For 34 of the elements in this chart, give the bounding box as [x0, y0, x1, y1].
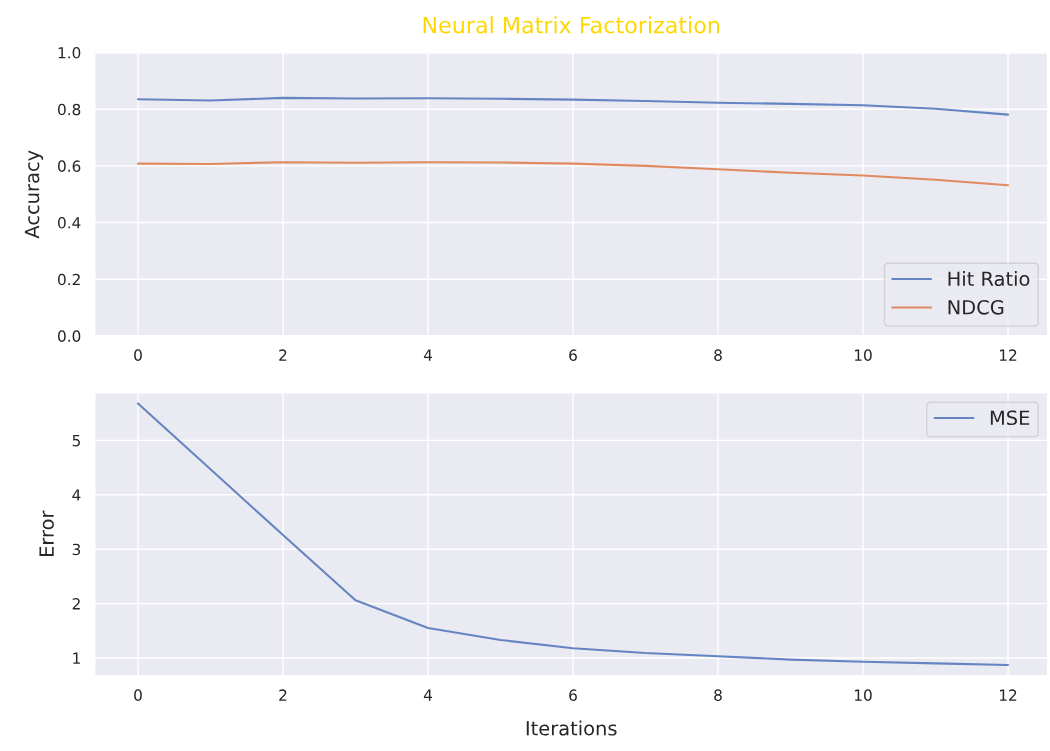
legend-label: MSE	[990, 410, 1030, 426]
x-tick-label: 0	[134, 349, 142, 361]
y-tick-label: 0.8	[58, 103, 81, 116]
y-tick-label: 1	[73, 652, 80, 664]
y-tick-label: 0.0	[58, 330, 81, 342]
x-tick-label: 4	[423, 689, 433, 701]
y-tick-label: 5	[72, 435, 80, 447]
x-tick-label: 2	[279, 689, 287, 701]
x-tick-label: 6	[569, 689, 577, 701]
y-tick-label: 3	[72, 543, 81, 556]
y-tick-label: 0.2	[58, 273, 80, 286]
line-series	[136, 96, 1010, 116]
y-axis-title: Accuracy	[24, 150, 44, 239]
x-axis-title: Iterations	[526, 720, 617, 736]
x-tick-label: 2	[279, 349, 287, 361]
x-tick-label: 0	[134, 689, 142, 701]
x-tick-label: 12	[999, 349, 1017, 361]
chart-title: Neural Matrix Factorization	[423, 16, 720, 34]
y-tick-label: 0.6	[58, 160, 81, 172]
legend-label: Hit Ratio	[948, 271, 1030, 287]
x-tick-label: 8	[714, 349, 722, 361]
x-tick-label: 4	[423, 349, 433, 361]
x-tick-label: 10	[854, 349, 872, 361]
line-series	[136, 161, 1010, 187]
x-tick-label: 10	[854, 689, 872, 701]
y-tick-label: 1.0	[58, 47, 81, 59]
x-tick-label: 8	[714, 689, 722, 701]
y-axis-title: Error	[39, 510, 54, 557]
x-tick-label: 6	[569, 349, 577, 361]
x-tick-label: 12	[999, 689, 1017, 701]
y-tick-label: 4	[72, 489, 81, 501]
legend-label: NDCG	[948, 299, 1004, 315]
y-tick-label: 0.4	[58, 217, 81, 229]
y-tick-label: 2	[72, 598, 80, 610]
